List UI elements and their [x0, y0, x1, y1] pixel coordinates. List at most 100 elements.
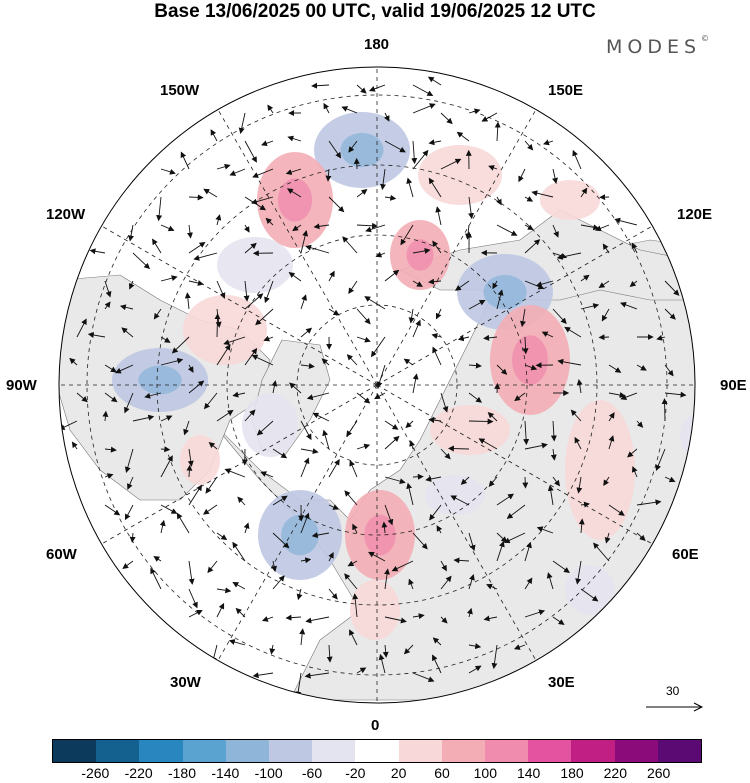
wind-vector: [356, 392, 371, 404]
wind-vector: [186, 464, 193, 478]
colorbar-cell: [269, 740, 313, 762]
wind-vector: [160, 415, 173, 422]
wind-vector: [491, 644, 498, 670]
wind-vector: [524, 239, 541, 254]
wind-vector: [216, 409, 234, 422]
wind-vector: [346, 354, 358, 366]
wind-vector: [412, 280, 423, 287]
wind-vector: [580, 303, 600, 310]
meridian-line: [101, 384, 378, 545]
wind-vector: [496, 493, 515, 506]
wind-vector: [356, 336, 371, 343]
wind-vector: [384, 140, 406, 153]
wind-vector: [440, 158, 462, 170]
wind-vector: [207, 560, 218, 574]
positive-anomaly-core: [277, 178, 313, 222]
wind-vector: [272, 532, 290, 549]
wind-vector: [440, 112, 453, 125]
wind-vector: [428, 417, 442, 424]
colorbar-tick-label: 140: [516, 765, 541, 781]
wind-vector: [102, 410, 109, 422]
wind-vector: [160, 336, 171, 343]
wind-vector: [160, 357, 184, 366]
wind-vector: [629, 280, 638, 288]
wind-vector: [232, 541, 246, 562]
wind-vector: [69, 357, 78, 366]
wind-vector: [656, 334, 666, 341]
wind-vector: [496, 364, 508, 375]
wind-vector: [244, 140, 257, 163]
wind-vector: [160, 446, 171, 453]
wind-vector: [412, 373, 419, 394]
positive-anomaly: [540, 180, 600, 220]
wind-vector: [468, 196, 475, 220]
wind-vector: [255, 308, 274, 326]
wind-vector: [375, 251, 386, 258]
meridian-line: [376, 384, 653, 545]
wind-vector: [368, 551, 386, 562]
wind-vector: [384, 420, 399, 430]
colorbar-tick-label: 220: [603, 765, 628, 781]
wind-vector: [265, 217, 274, 226]
wind-vector: [292, 224, 302, 232]
wind-vector: [76, 392, 88, 403]
brand-text: MODES: [606, 36, 702, 58]
wind-vector: [328, 552, 334, 562]
wind-vector: [466, 607, 473, 618]
wind-vector: [664, 476, 676, 483]
colorbar-cell: [614, 740, 658, 762]
wind-vector: [347, 560, 358, 567]
colorbar-tick-label: 260: [646, 765, 671, 781]
colorbar-cell: [312, 740, 356, 762]
wind-vector: [152, 238, 162, 254]
wind-vector: [203, 392, 218, 410]
wind-vector: [412, 613, 425, 620]
colorbar-cell: [53, 740, 97, 762]
wind-vector: [570, 409, 582, 422]
wind-vector: [216, 532, 228, 541]
wind-vector: [496, 224, 518, 236]
wind-vector: [496, 540, 505, 562]
wind-vector: [59, 420, 78, 430]
wind-vector: [356, 188, 368, 198]
wind-vector: [384, 504, 394, 526]
lon-label-60w: 60W: [46, 546, 77, 563]
wind-vector: [412, 103, 436, 114]
wind-vector: [188, 194, 204, 201]
wind-vector: [593, 542, 610, 562]
wind-vector: [104, 364, 117, 373]
wind-vector: [187, 448, 194, 467]
wind-vector: [636, 364, 647, 371]
wind-vector: [374, 392, 386, 400]
wind-vector: [122, 560, 134, 569]
wind-vector: [171, 336, 190, 354]
meridian-line: [376, 225, 653, 386]
wind-vector: [604, 532, 611, 544]
positive-anomaly: [350, 580, 400, 640]
lon-label-120e: 120E: [677, 206, 713, 223]
wind-vector: [364, 296, 386, 310]
wind-vector: [503, 532, 526, 544]
wind-vector: [104, 280, 112, 298]
wind-vector: [150, 567, 162, 590]
wind-vector: [661, 398, 668, 422]
wind-vector: [214, 313, 221, 338]
wind-vector: [344, 573, 358, 590]
wind-vector: [478, 438, 498, 450]
positive-anomaly-core: [512, 335, 548, 385]
wind-vector: [428, 177, 442, 198]
lon-label-150w: 150W: [160, 82, 200, 99]
wind-vector: [598, 334, 610, 341]
wind-vector: [188, 560, 195, 585]
wind-vector: [128, 224, 134, 242]
wind-vector: [522, 336, 529, 355]
wind-vector: [325, 168, 332, 182]
wind-vector: [271, 380, 278, 394]
colorbar-tick-label: 100: [473, 765, 498, 781]
wind-vector: [286, 188, 302, 198]
wind-vector: [356, 667, 367, 674]
wind-vector: [664, 364, 674, 377]
wind-vector: [305, 616, 330, 624]
wind-vector: [380, 168, 387, 191]
wind-vector: [487, 412, 498, 422]
